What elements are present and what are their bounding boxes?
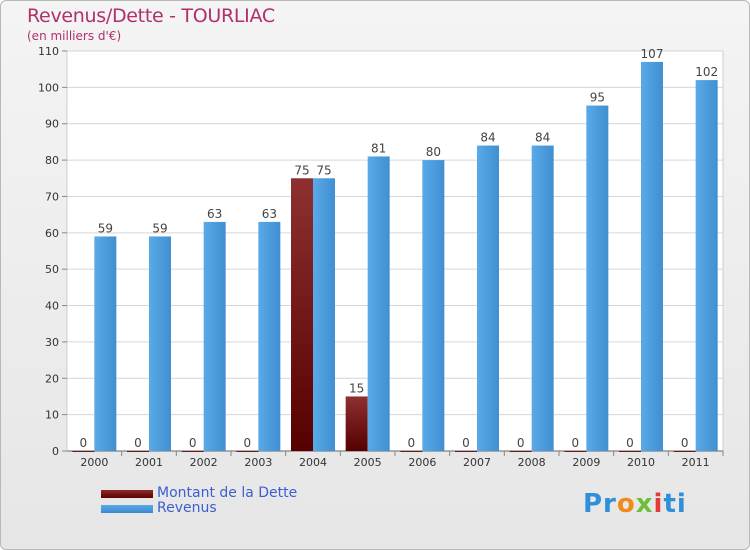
bar-debt-2001 (127, 451, 149, 452)
y-tick-label: 20 (45, 372, 59, 385)
bar-revenue-2002 (203, 221, 226, 451)
bar-debt-2002 (181, 451, 204, 452)
data-label-revenue: 102 (695, 65, 718, 79)
bar-debt-2010 (619, 451, 641, 452)
data-label-revenue: 84 (535, 131, 550, 145)
x-tick-label: 2007 (463, 456, 491, 469)
y-tick-label: 70 (45, 190, 59, 203)
legend-swatch-revenue (101, 505, 153, 513)
x-tick-label: 2005 (354, 456, 382, 469)
data-label-debt: 0 (681, 436, 689, 450)
y-tick-label: 10 (45, 409, 59, 422)
y-tick-label: 110 (38, 45, 59, 58)
bar-debt-2006 (400, 451, 423, 452)
data-label-revenue: 63 (262, 207, 277, 221)
x-tick-label: 2002 (190, 456, 218, 469)
x-tick-label: 2009 (572, 456, 600, 469)
y-tick-label: 0 (52, 445, 59, 458)
y-tick-label: 90 (45, 118, 59, 131)
chart-title: Revenus/Dette - TOURLIAC (27, 5, 275, 27)
data-label-revenue: 84 (480, 131, 495, 145)
bar-revenue-2000 (94, 236, 117, 451)
x-tick-label: 2008 (518, 456, 546, 469)
bar-debt-2008 (509, 451, 532, 452)
proxiti-logo: Proxiti (583, 489, 687, 519)
bar-debt-2000 (72, 451, 95, 452)
plot-area (66, 50, 724, 452)
data-label-revenue: 95 (590, 91, 605, 105)
legend-swatch-debt (101, 490, 153, 498)
bar-revenue-2005 (367, 156, 390, 452)
data-label-revenue: 75 (316, 163, 331, 177)
bar-revenue-2003 (258, 221, 281, 451)
data-label-debt: 0 (572, 436, 580, 450)
bar-revenue-2011 (695, 80, 718, 451)
data-label-revenue: 63 (207, 207, 222, 221)
y-tick-label: 60 (45, 227, 59, 240)
data-label-revenue: 81 (371, 141, 386, 155)
data-label-debt: 0 (408, 436, 416, 450)
bar-debt-2005 (345, 396, 368, 451)
data-label-debt: 0 (80, 436, 88, 450)
bar-revenue-2009 (586, 105, 609, 451)
data-label-debt: 0 (462, 436, 470, 450)
x-tick-label: 2010 (627, 456, 655, 469)
bar-revenue-2010 (641, 61, 663, 452)
legend-label-debt: Montant de la Dette (157, 485, 298, 501)
x-tick-label: 2006 (408, 456, 436, 469)
bar-revenue-2008 (531, 145, 554, 451)
y-tick-label: 50 (45, 263, 59, 276)
chart-subtitle: (en milliers d'€) (27, 29, 122, 43)
data-label-debt: 0 (244, 436, 252, 450)
x-tick-label: 2004 (299, 456, 327, 469)
data-label-debt: 0 (134, 436, 142, 450)
data-label-debt: 75 (294, 163, 309, 177)
x-tick-label: 2003 (244, 456, 272, 469)
bar-debt-2007 (455, 451, 477, 452)
y-tick-label: 40 (45, 300, 59, 313)
x-tick-label: 2001 (135, 456, 163, 469)
data-label-debt: 0 (517, 436, 525, 450)
x-tick-label: 2000 (80, 456, 108, 469)
data-label-debt: 0 (189, 436, 197, 450)
bar-debt-2003 (236, 451, 259, 452)
data-label-revenue: 59 (152, 221, 167, 235)
bar-debt-2004 (291, 178, 313, 452)
x-tick-label: 2011 (682, 456, 710, 469)
data-label-revenue: 59 (98, 221, 113, 235)
bar-revenue-2007 (477, 145, 499, 451)
data-label-debt: 0 (626, 436, 634, 450)
bar-debt-2009 (564, 451, 587, 452)
y-tick-label: 80 (45, 154, 59, 167)
data-label-revenue: 107 (641, 47, 664, 61)
bar-revenue-2006 (422, 160, 445, 451)
y-tick-label: 100 (38, 81, 59, 94)
bar-revenue-2004 (313, 178, 335, 452)
bar-revenue-2001 (149, 236, 171, 451)
y-tick-label: 30 (45, 336, 59, 349)
bar-debt-2011 (673, 451, 696, 452)
data-label-debt: 15 (349, 381, 364, 395)
data-label-revenue: 80 (426, 145, 441, 159)
legend-label-revenue: Revenus (157, 500, 217, 516)
